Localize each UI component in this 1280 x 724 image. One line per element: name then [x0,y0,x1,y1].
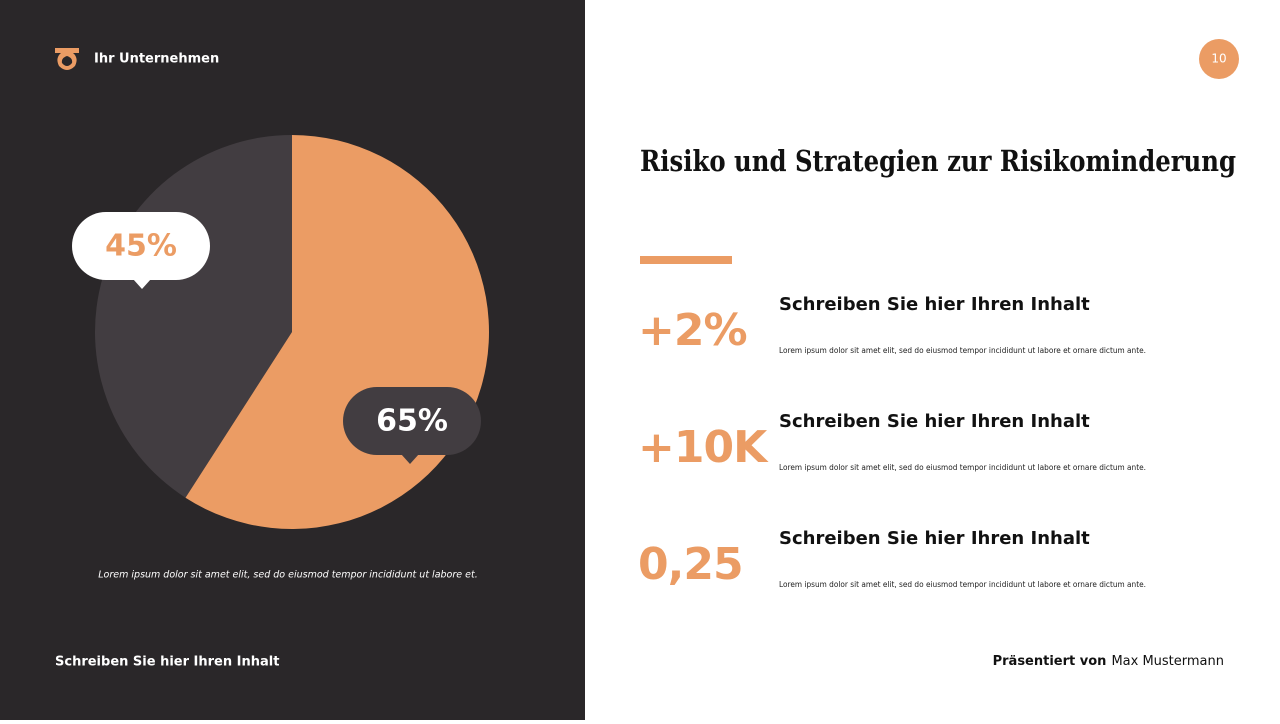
bubble-tail [133,279,151,289]
presenter: Max Mustermann [1111,654,1224,669]
items: +2% Schreiben Sie hier Ihren Inhalt Lorem … [638,294,1146,590]
page-number: 10 [1211,52,1226,66]
label-bubble [343,387,481,455]
title: Risiko und Strategien zur Risikominderun… [640,144,1236,178]
presented-label: Präsentiert von [993,654,1107,669]
item-heading: Schreiben Sie hier Ihren Inhalt [779,528,1090,549]
bubble-tail [401,454,419,464]
item-text: Lorem ipsum dolor sit amet elit, sed do … [779,580,1146,589]
stat: +2% [638,305,747,356]
stat: +10K [638,422,769,473]
item-heading: Schreiben Sie hier Ihren Inhalt [779,294,1090,315]
accent-bar [640,256,732,264]
item-text: Lorem ipsum dolor sit amet elit, sed do … [779,463,1146,472]
page-badge [1199,39,1239,79]
label-bubble [72,212,210,280]
pie-chart: 45% 65% [72,135,489,529]
footer-right: Präsentiert von Max Mustermann [993,654,1224,669]
chart-caption: Lorem ipsum dolor sit amet elit, sed do … [98,570,477,581]
value-label: 45% [105,229,177,264]
item-text: Lorem ipsum dolor sit amet elit, sed do … [779,346,1146,355]
stat: 0,25 [638,539,743,590]
logo [55,48,79,70]
item-heading: Schreiben Sie hier Ihren Inhalt [779,411,1090,432]
footer-left: Schreiben Sie hier Ihren Inhalt [55,655,279,670]
right-panel [585,0,1280,720]
company-name: Ihr Unternehmen [94,52,219,67]
value-label: 65% [376,404,448,439]
